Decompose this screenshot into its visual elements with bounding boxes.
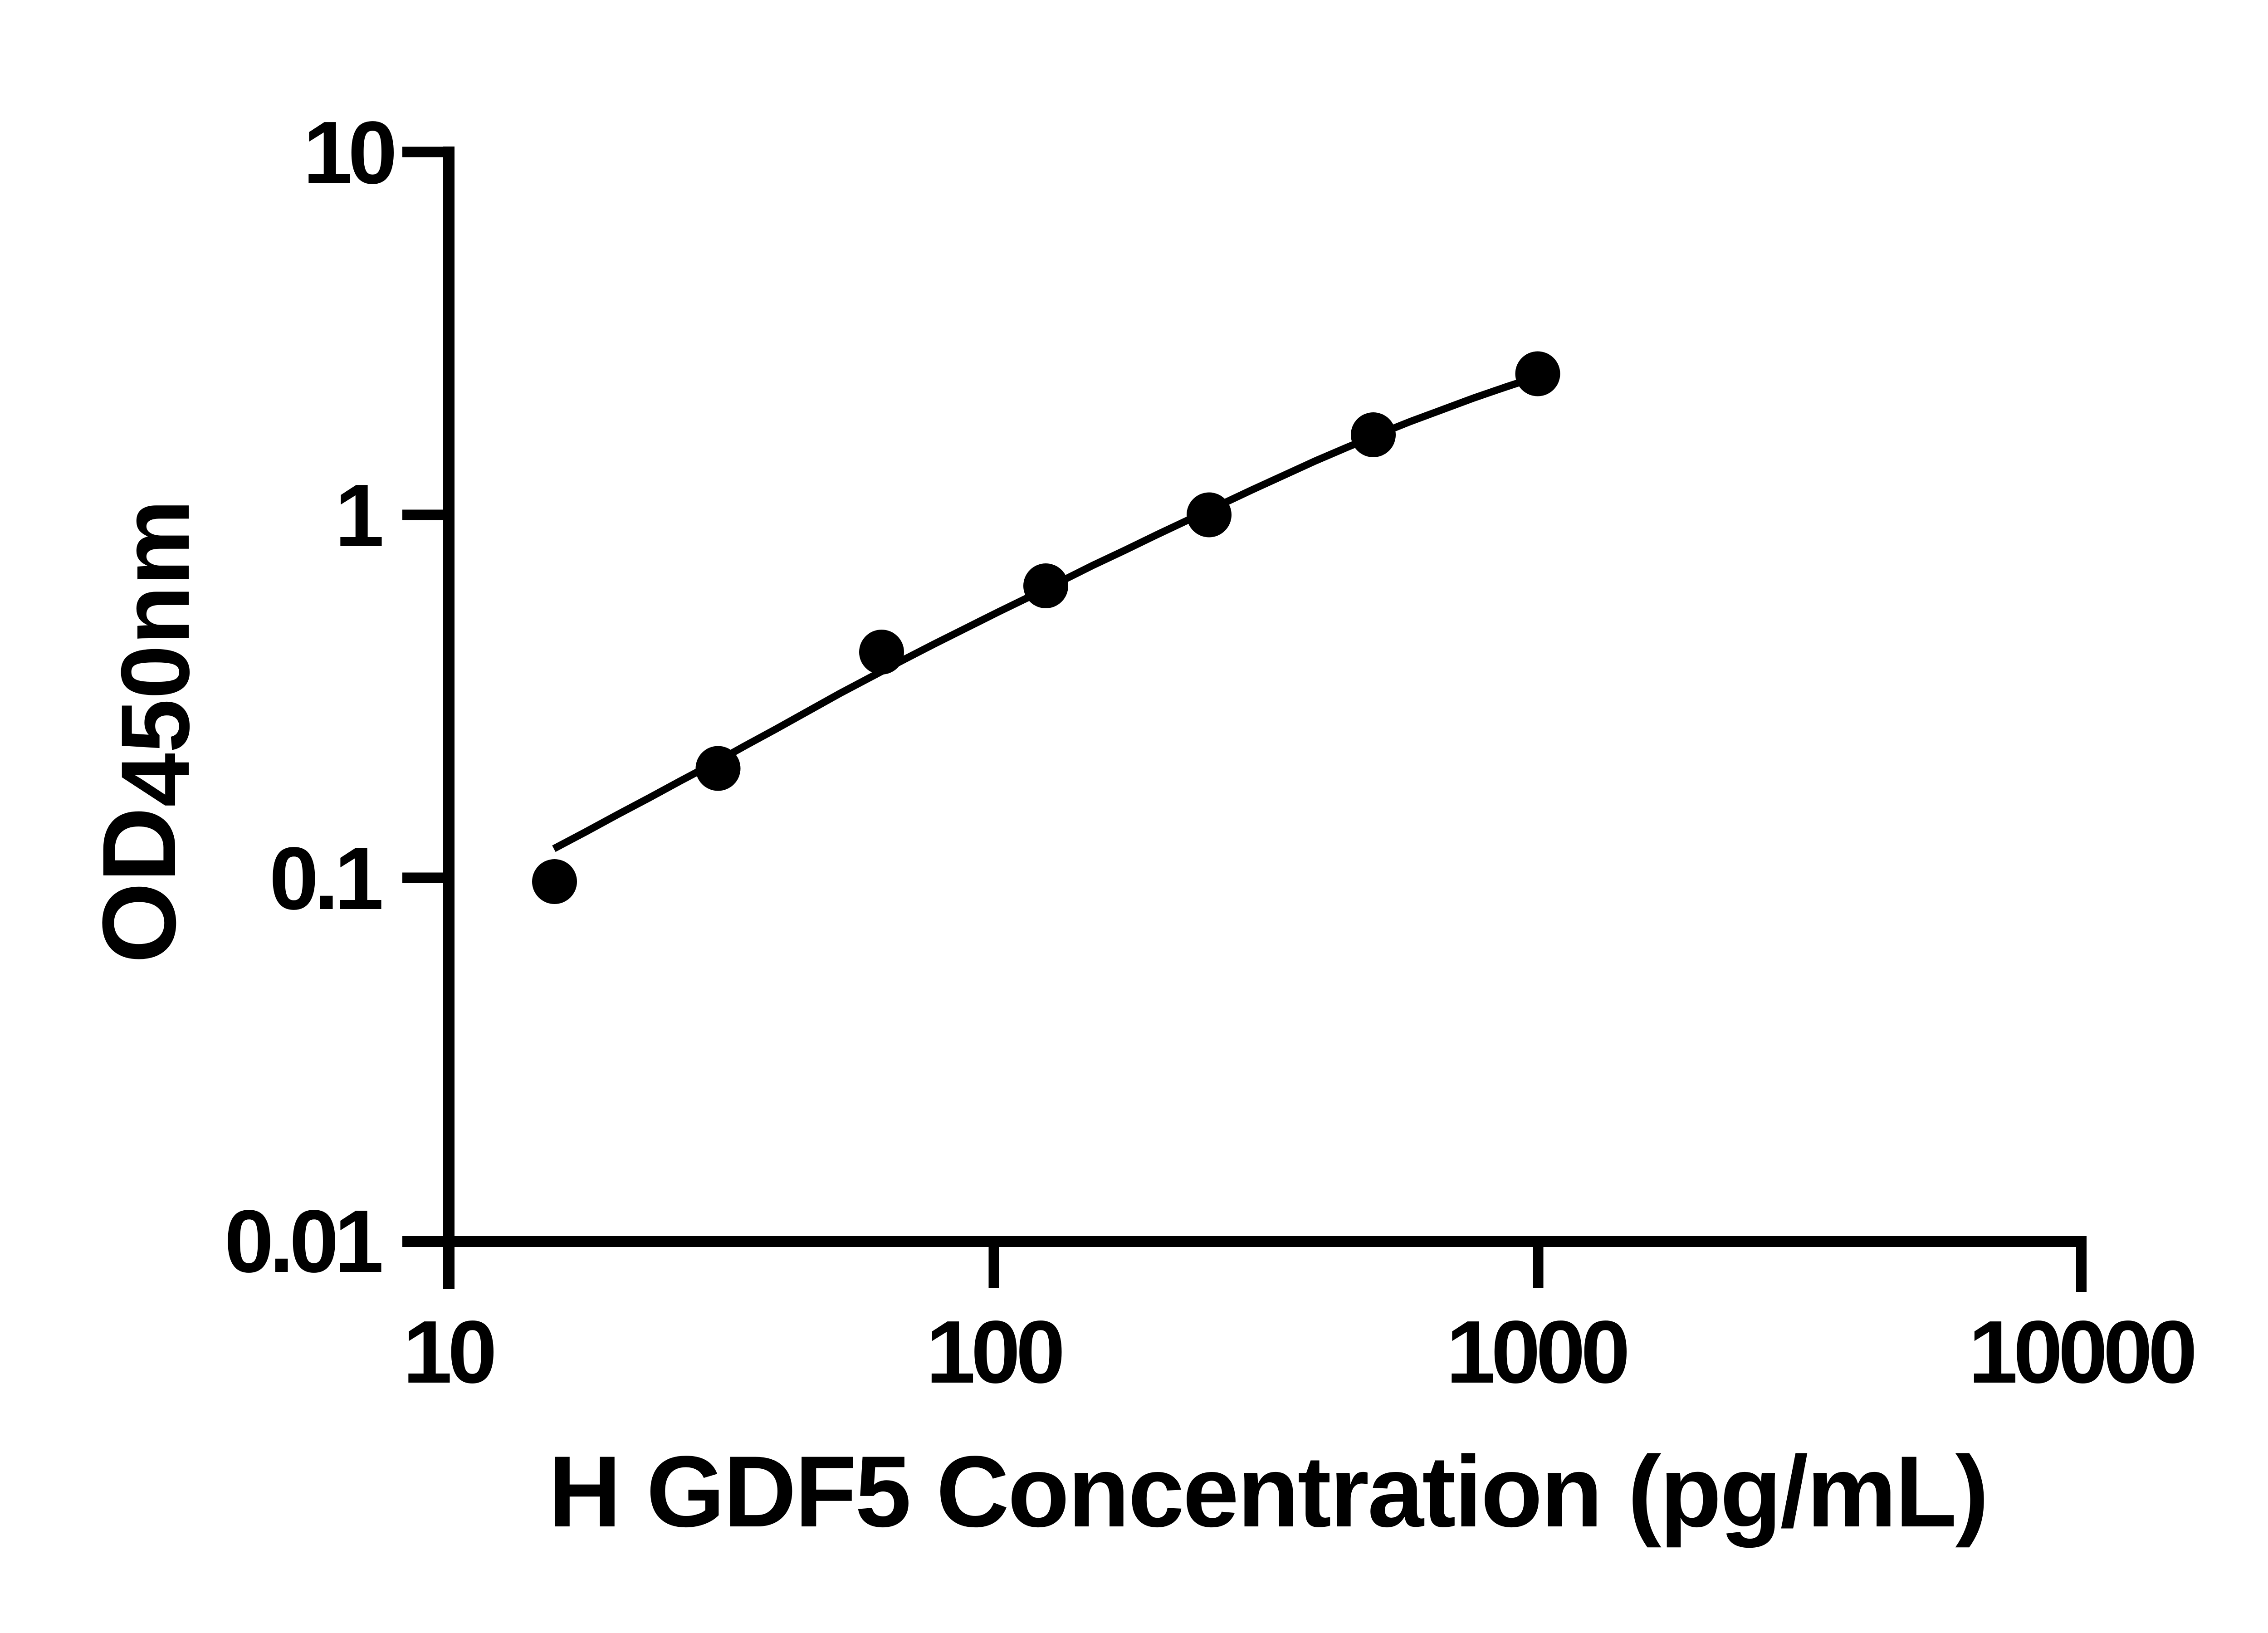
svg-text:10: 10 — [403, 1302, 494, 1402]
svg-text:OD450nm: OD450nm — [81, 499, 210, 963]
svg-text:H GDF5 Concentration (pg/mL): H GDF5 Concentration (pg/mL) — [548, 1435, 1988, 1548]
svg-text:1: 1 — [335, 466, 382, 565]
svg-text:100: 100 — [926, 1302, 1061, 1402]
svg-text:10: 10 — [303, 103, 394, 202]
svg-text:0.1: 0.1 — [269, 829, 381, 928]
svg-text:10000: 10000 — [1968, 1302, 2194, 1402]
svg-text:1000: 1000 — [1446, 1302, 1627, 1402]
svg-text:0.01: 0.01 — [225, 1192, 381, 1291]
